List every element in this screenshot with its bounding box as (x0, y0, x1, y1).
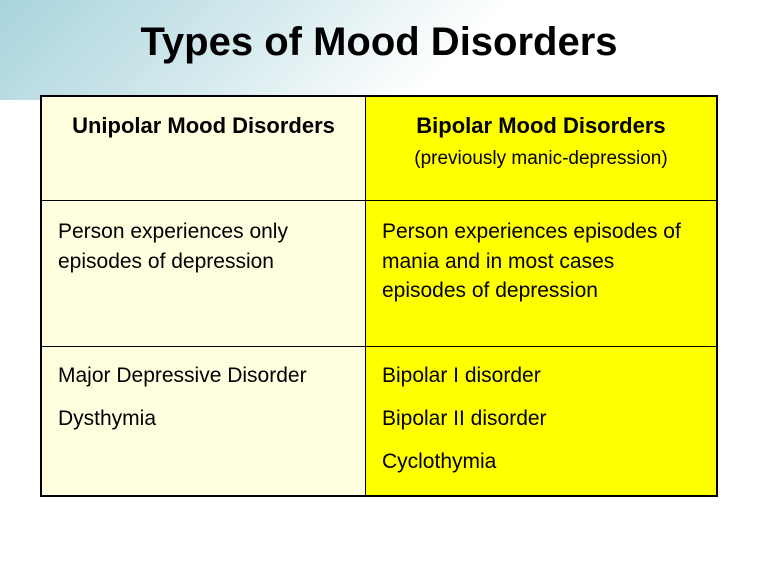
desc-cell-unipolar: Person experiences only episodes of depr… (41, 201, 365, 346)
type-item: Bipolar II disorder (382, 404, 700, 433)
table-description-row: Person experiences only episodes of depr… (41, 201, 717, 346)
type-item: Dysthymia (58, 404, 349, 433)
types-cell-unipolar: Major Depressive Disorder Dysthymia (41, 346, 365, 496)
header-cell-bipolar: Bipolar Mood Disorders (previously manic… (365, 96, 717, 201)
desc-cell-bipolar: Person experiences episodes of mania and… (365, 201, 717, 346)
type-item: Cyclothymia (382, 447, 700, 476)
slide-title: Types of Mood Disorders (0, 0, 758, 95)
type-item: Major Depressive Disorder (58, 361, 349, 390)
type-item: Bipolar I disorder (382, 361, 700, 390)
slide-content: Types of Mood Disorders Unipolar Mood Di… (0, 0, 758, 569)
types-cell-bipolar: Bipolar I disorder Bipolar II disorder C… (365, 346, 717, 496)
table-header-row: Unipolar Mood Disorders Bipolar Mood Dis… (41, 96, 717, 201)
header-cell-unipolar: Unipolar Mood Disorders (41, 96, 365, 201)
header-bipolar-subtitle: (previously manic-depression) (382, 146, 700, 173)
header-bipolar-title: Bipolar Mood Disorders (382, 111, 700, 142)
table-types-row: Major Depressive Disorder Dysthymia Bipo… (41, 346, 717, 496)
table-container: Unipolar Mood Disorders Bipolar Mood Dis… (0, 95, 758, 497)
disorders-table: Unipolar Mood Disorders Bipolar Mood Dis… (40, 95, 718, 497)
header-unipolar-title: Unipolar Mood Disorders (58, 111, 349, 142)
